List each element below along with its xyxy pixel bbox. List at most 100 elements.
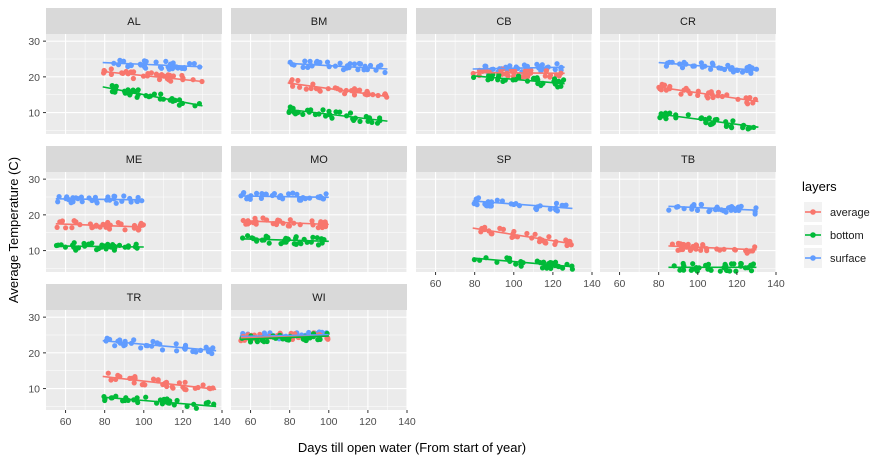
data-point-bottom [320,107,326,113]
data-point-average [285,223,291,229]
data-point-bottom [127,92,133,98]
data-point-bottom [717,268,723,274]
data-point-average [135,227,141,233]
panel-background [416,172,592,272]
data-point-surface [552,67,558,73]
facet-panel-tb: TB [600,146,777,274]
data-point-bottom [203,400,209,406]
data-point-surface [483,203,489,209]
data-point-surface [708,66,714,72]
data-point-average [165,72,171,78]
panel-background [600,34,776,134]
x-tick-label: 60 [245,416,257,428]
data-point-surface [302,58,308,64]
data-point-average [542,73,548,79]
data-point-surface [190,348,196,355]
data-point-surface [121,193,127,199]
legend-item-bottom: bottom [804,225,864,245]
data-point-surface [483,63,489,69]
data-point-surface [666,207,672,213]
panel-background [46,34,222,134]
legend-label: bottom [830,230,864,242]
facet-label: WI [312,292,325,304]
data-point-surface [191,61,197,67]
data-point-surface [153,59,159,65]
data-point-surface [175,65,181,71]
facet-panel-tr: TR [46,284,223,411]
data-point-average [752,244,758,250]
trend-line-average [55,222,144,228]
data-point-surface [150,338,156,345]
x-tick-label: 80 [284,416,296,428]
data-point-surface [138,345,144,351]
trend-line-average [472,227,573,245]
data-point-surface [174,348,180,354]
data-point-average [714,246,720,252]
data-point-bottom [690,261,696,267]
data-point-average [698,247,704,253]
data-point-surface [709,60,716,66]
data-point-average [309,218,315,224]
data-point-average [183,387,189,393]
data-point-surface [554,61,560,67]
data-point-average [122,227,128,233]
data-point-average [547,72,554,78]
data-point-surface [112,343,118,349]
data-point-surface [317,59,323,65]
data-point-average [715,89,722,95]
data-point-bottom [560,265,566,271]
data-point-average [169,384,175,390]
x-tick-label: 60 [430,278,442,290]
data-point-surface [752,211,758,217]
data-point-bottom [247,339,254,345]
legend-key-point [810,255,816,261]
data-point-surface [534,61,540,67]
data-point-average [182,379,188,385]
data-point-average [176,380,182,386]
x-tick-label: 100 [135,416,153,428]
trend-line-surface [287,62,388,70]
data-point-bottom [534,258,540,264]
data-point-surface [79,199,85,205]
data-point-average [721,246,727,252]
data-point-bottom [685,112,691,118]
facet-panel-cr: CR [600,8,777,134]
data-point-bottom [667,110,673,116]
data-point-bottom [558,83,564,89]
data-point-bottom [265,234,271,240]
data-point-average [130,75,136,82]
data-point-bottom [245,233,251,239]
trend-line-surface [55,197,144,201]
data-point-bottom [748,268,755,274]
trend-line-surface [102,61,203,68]
x-tick-label: 140 [213,416,231,428]
data-point-average [71,218,77,224]
facet-strip [46,146,222,172]
data-point-average [63,225,69,231]
data-point-bottom [134,94,140,100]
data-point-surface [367,62,374,69]
data-point-average [564,242,570,249]
data-point-bottom [102,397,108,404]
x-tick-label: 100 [320,416,338,428]
data-point-bottom [174,397,180,404]
data-point-surface [56,194,62,200]
data-point-average [159,72,165,78]
data-point-surface [340,67,347,73]
trend-line-average [287,82,388,98]
data-point-surface [113,200,119,206]
data-point-bottom [164,396,170,402]
y-tick-label: 30 [28,312,40,324]
facet-label: SP [497,154,512,166]
trend-line-bottom [102,86,203,107]
data-point-bottom [731,261,737,267]
facet-label: CB [496,16,511,28]
data-point-surface [553,200,560,206]
legend-item-surface: surface [804,248,866,268]
data-point-surface [307,58,313,64]
data-point-bottom [94,247,100,253]
data-point-bottom [706,115,712,121]
data-point-average [287,217,293,223]
trend-line-surface [240,195,329,199]
data-point-surface [698,201,704,208]
